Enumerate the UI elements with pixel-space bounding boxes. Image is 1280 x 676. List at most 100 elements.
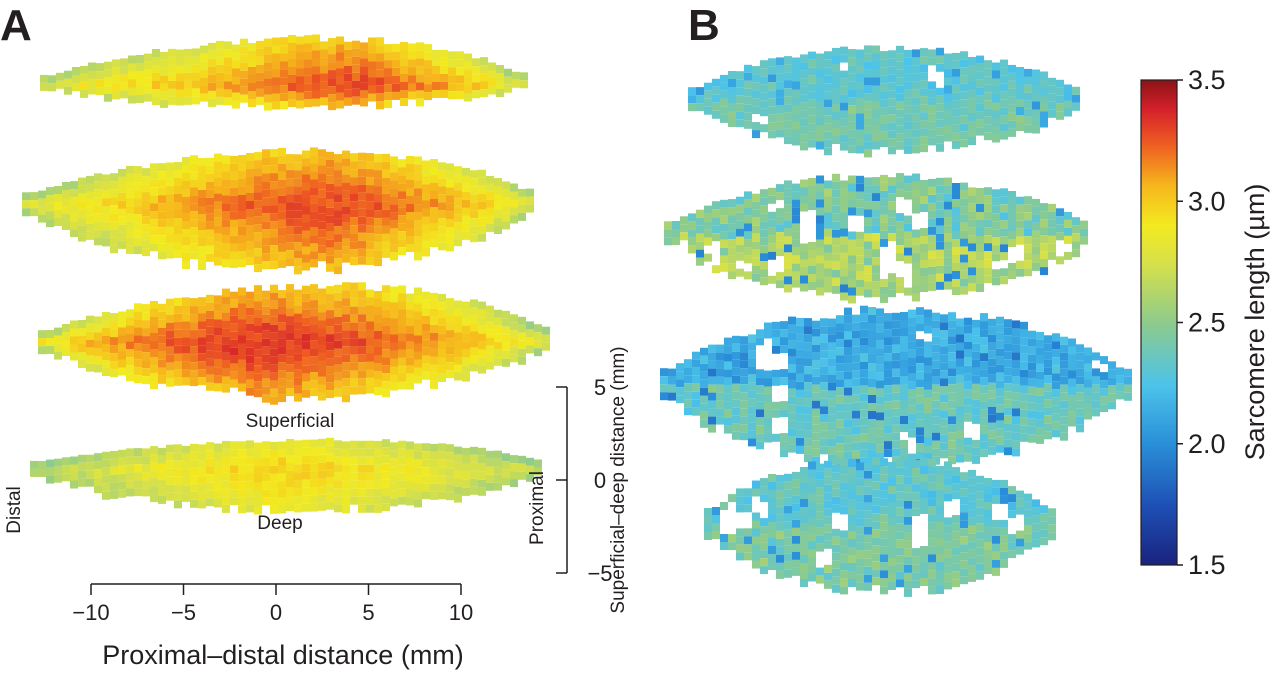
heatmap-cell (816, 527, 824, 536)
heatmap-cell (1080, 220, 1088, 229)
heatmap-cell (904, 516, 912, 525)
heatmap-cell (896, 69, 904, 78)
heatmap-cell (118, 240, 126, 249)
heatmap-cell (1032, 515, 1040, 524)
heatmap-cell (944, 177, 952, 186)
heatmap-cell (904, 508, 912, 517)
heatmap-cell (960, 504, 968, 513)
heatmap-cell (270, 189, 278, 198)
heatmap-cell (190, 227, 198, 236)
heatmap-cell (278, 338, 286, 347)
heatmap-cell (416, 90, 424, 99)
heatmap-cell (96, 79, 104, 88)
heatmap-cell (390, 490, 398, 499)
heatmap-cell (398, 309, 406, 318)
heatmap-cell (182, 493, 190, 502)
heatmap-cell (398, 175, 406, 184)
heatmap-cell (832, 568, 840, 577)
heatmap-cell (118, 224, 126, 233)
heatmap-cell (278, 187, 286, 196)
heatmap-cell (518, 332, 526, 341)
heatmap-cell (936, 217, 944, 226)
heatmap-cell (744, 255, 752, 264)
heatmap-cell (912, 65, 920, 74)
heatmap-cell (102, 459, 110, 468)
heatmap-cell (478, 201, 486, 210)
heatmap-cell (222, 163, 230, 172)
heatmap-cell (278, 259, 286, 268)
heatmap-cell (892, 416, 900, 425)
heatmap-cell (480, 65, 488, 74)
heatmap-cell (972, 375, 980, 384)
heatmap-cell (214, 443, 222, 452)
heatmap-cell (880, 474, 888, 483)
heatmap-cell (248, 67, 256, 75)
heatmap-cell (54, 194, 62, 202)
heatmap-cell (190, 338, 198, 347)
heatmap-cell (900, 440, 908, 448)
heatmap-cell (952, 467, 960, 476)
heatmap-cell (190, 362, 198, 371)
heatmap-cell (254, 216, 262, 225)
heatmap-cell (230, 371, 238, 380)
heatmap-cell (390, 498, 398, 507)
heatmap-cell (230, 203, 238, 212)
heatmap-cell (198, 484, 206, 493)
heatmap-cell (1100, 396, 1108, 405)
heatmap-cell (406, 212, 414, 220)
heatmap-cell (888, 534, 896, 542)
heatmap-cell (462, 333, 470, 342)
heatmap-cell (832, 88, 840, 96)
heatmap-cell (956, 390, 964, 399)
heatmap-cell (892, 408, 900, 417)
heatmap-cell (1024, 108, 1032, 117)
heatmap-cell (464, 85, 472, 94)
heatmap-cell (992, 86, 1000, 95)
heatmap-cell (414, 491, 422, 500)
heatmap-cell (238, 335, 246, 344)
heatmap-cell (1044, 383, 1052, 392)
heatmap-cell (1028, 362, 1036, 371)
heatmap-cell (888, 50, 896, 59)
heatmap-cell (206, 326, 214, 335)
heatmap-cell (120, 66, 128, 75)
heatmap-cell (752, 225, 760, 234)
heatmap-cell (816, 93, 824, 102)
heatmap-cell (1012, 352, 1020, 361)
heatmap-cell (900, 392, 908, 400)
heatmap-cell (182, 229, 190, 237)
heatmap-cell (430, 372, 438, 381)
heatmap-cell (238, 465, 246, 474)
heatmap-cell (94, 316, 102, 325)
heatmap-cell (760, 237, 768, 246)
heatmap-cell (872, 241, 880, 250)
heatmap-cell (198, 321, 206, 330)
heatmap-cell (876, 396, 884, 405)
heatmap-cell (46, 459, 54, 468)
heatmap-cell (342, 481, 350, 490)
heatmap-cell (720, 263, 728, 272)
heatmap-cell (182, 377, 190, 386)
heatmap-cell (142, 248, 150, 257)
heatmap-cell (262, 237, 270, 246)
heatmap-cell (454, 348, 462, 357)
heatmap-cell (326, 445, 334, 454)
heatmap-cell (302, 190, 310, 199)
heatmap-cell (924, 357, 932, 366)
heatmap-cell (350, 257, 358, 266)
heatmap-cell (940, 354, 948, 363)
heatmap-cell (336, 100, 344, 109)
heatmap-cell (368, 53, 376, 62)
heatmap-cell (700, 355, 708, 364)
heatmap-cell (960, 496, 968, 505)
heatmap-cell (318, 392, 326, 401)
heatmap-cell (896, 555, 904, 564)
heatmap-cell (110, 245, 118, 254)
heatmap-cell (880, 554, 888, 563)
heatmap-cell (736, 528, 744, 537)
heatmap-cell (334, 154, 342, 163)
heatmap-cell (936, 538, 944, 546)
heatmap-cell (844, 427, 852, 436)
heatmap-cell (952, 191, 960, 199)
heatmap-cell (398, 293, 406, 302)
